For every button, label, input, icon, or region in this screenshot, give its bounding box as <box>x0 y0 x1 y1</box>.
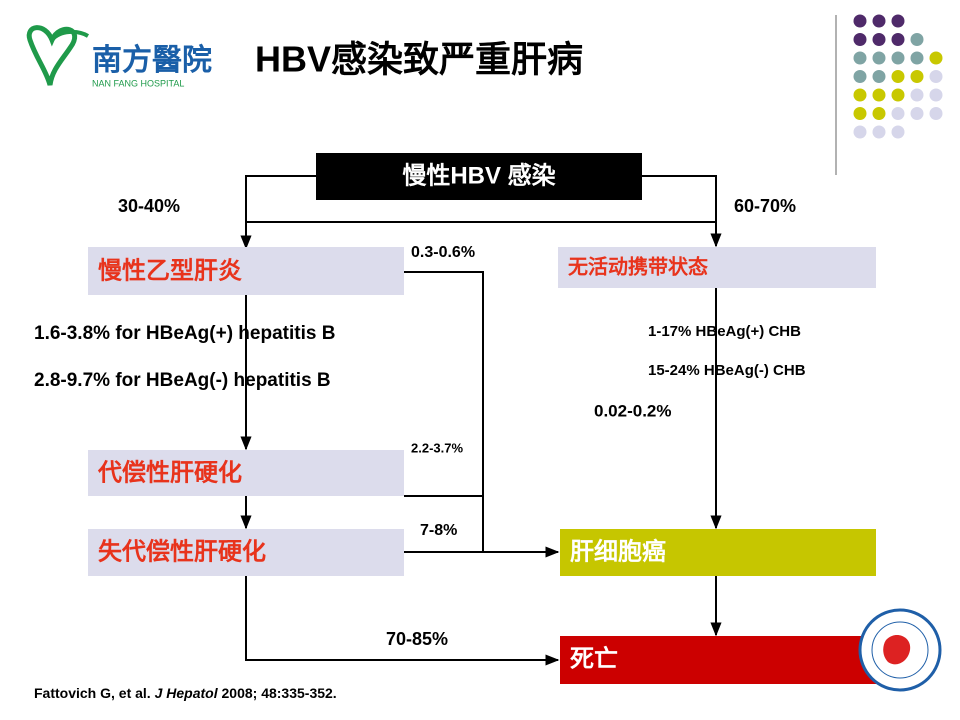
node: 失代偿性肝硬化 <box>88 529 404 576</box>
node-box <box>88 247 404 295</box>
node-label: 代偿性肝硬化 <box>97 458 242 486</box>
citation: Fattovich G, et al. J Hepatol 2008; 48:3… <box>34 685 337 701</box>
dot <box>872 70 886 83</box>
node: 慢性HBV 感染 <box>316 153 642 200</box>
edge-label: 15-24% HBeAg(-) CHB <box>648 362 806 379</box>
node: 肝细胞癌 <box>560 529 876 576</box>
dot <box>872 51 886 65</box>
dot <box>872 107 886 120</box>
node-label: 慢性乙型肝炎 <box>98 256 242 284</box>
dot <box>891 33 905 46</box>
node: 慢性乙型肝炎 <box>88 247 404 295</box>
dot <box>891 125 905 139</box>
node-label: 失代偿性肝硬化 <box>98 537 266 565</box>
connector <box>404 271 560 558</box>
dot <box>872 125 886 139</box>
node-box <box>88 450 404 496</box>
dot <box>853 107 867 120</box>
node-box <box>558 247 876 288</box>
dot-pattern <box>853 14 943 139</box>
citation-authors: Fattovich G, et al. <box>34 685 151 701</box>
node-label: 无活动携带状态 <box>568 254 708 278</box>
edge-label: 30-40% <box>118 196 180 216</box>
connector <box>642 175 722 248</box>
dot <box>910 88 924 102</box>
slide-title: HBV感染致严重肝病 <box>255 39 583 80</box>
edge-label: 2.2-3.7% <box>411 440 463 455</box>
dot <box>872 88 886 102</box>
seal-icon <box>883 635 911 665</box>
edge-label: 60-70% <box>734 196 796 216</box>
dot <box>910 33 924 46</box>
dot <box>853 33 867 46</box>
logo-leaf <box>50 29 90 42</box>
dot <box>929 51 943 65</box>
edge-label: 2.8-9.7% for HBeAg(-) hepatitis B <box>34 370 331 391</box>
dot <box>929 70 943 83</box>
logo-heart <box>26 25 78 86</box>
edge-label: 1-17% HBeAg(+) CHB <box>648 323 801 340</box>
seal <box>858 608 942 692</box>
logo-name-en: NAN FANG HOSPITAL <box>92 78 184 88</box>
node: 无活动携带状态 <box>558 247 876 288</box>
node-label: 死亡 <box>570 644 618 672</box>
dot <box>910 107 924 120</box>
connector <box>240 175 316 250</box>
edge-label: 0.3-0.6% <box>411 244 475 261</box>
node: 死亡 <box>560 636 876 684</box>
edge-label: 0.02-0.2% <box>594 401 672 420</box>
logo: 南方醫院 NAN FANG HOSPITAL <box>26 25 212 88</box>
node: 代偿性肝硬化 <box>88 450 404 496</box>
dot <box>853 51 867 65</box>
connectors <box>240 175 722 666</box>
dot <box>910 51 924 65</box>
dot <box>910 70 924 83</box>
connector <box>245 576 560 666</box>
dot <box>891 88 905 102</box>
dot <box>853 88 867 102</box>
edge-label: 7-8% <box>420 522 457 539</box>
dot <box>853 125 867 139</box>
node-box <box>88 529 404 576</box>
edge-label: 1.6-3.8% for HBeAg(+) hepatitis B <box>34 323 335 344</box>
node-box <box>316 153 642 200</box>
edge-label: 70-85% <box>386 629 448 649</box>
dot <box>891 14 905 28</box>
dot <box>853 70 867 83</box>
node-label: 肝细胞癌 <box>570 537 666 565</box>
dot <box>929 107 943 120</box>
dot <box>853 14 867 28</box>
citation-journal: J Hepatol <box>155 685 219 701</box>
dot <box>891 51 905 65</box>
logo-name: 南方醫院 <box>92 43 212 77</box>
dot <box>891 107 905 120</box>
dot <box>891 70 905 83</box>
node-box <box>560 529 876 576</box>
node-label: 慢性HBV 感染 <box>402 161 555 189</box>
dot <box>872 33 886 46</box>
node-box <box>560 636 876 684</box>
citation-details: 2008; 48:335-352. <box>222 685 337 701</box>
dot <box>929 88 943 102</box>
dot <box>872 14 886 28</box>
